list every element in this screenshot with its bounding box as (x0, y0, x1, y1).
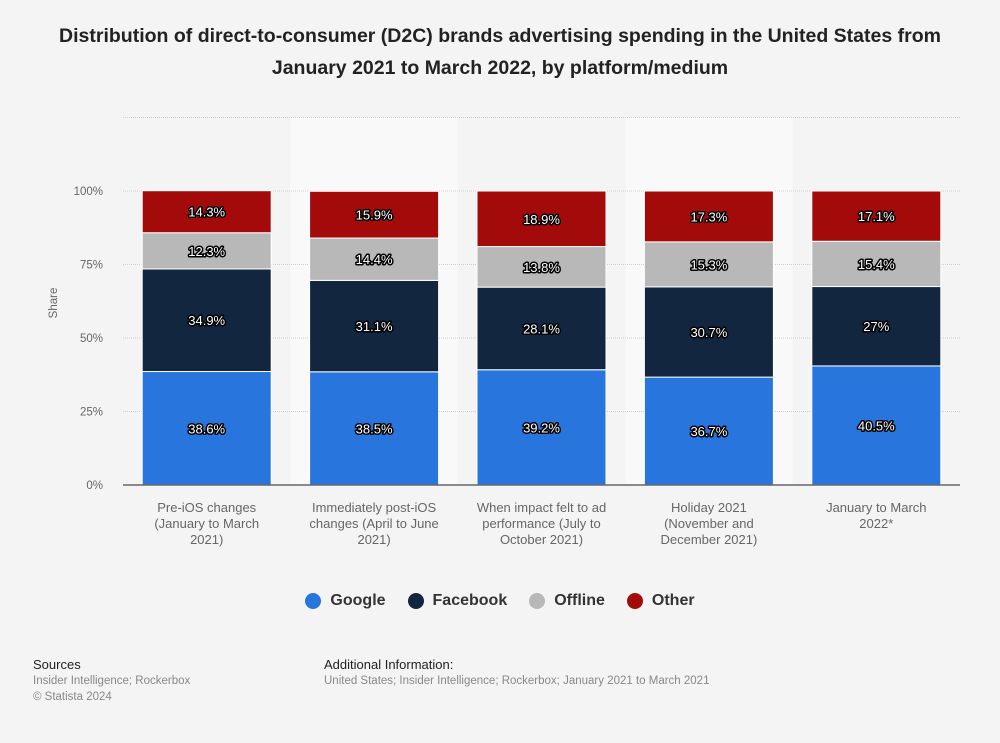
x-tick-label: 2022* (859, 516, 893, 531)
bar-segment-offline[interactable] (811, 240, 942, 288)
bar-segment-other[interactable] (309, 190, 440, 239)
data-label: 36.7% (690, 424, 727, 439)
x-tick-label: When impact felt to ad (477, 500, 606, 515)
legend-label: Facebook (432, 592, 508, 609)
legend-label: Other (651, 592, 695, 609)
data-label: 34.9% (188, 313, 225, 328)
bar-segment-offline[interactable] (141, 232, 272, 270)
data-label: 15.3% (690, 257, 727, 272)
bar-segment-google[interactable] (643, 376, 774, 486)
bar-segment-other[interactable] (141, 190, 272, 234)
data-label: 30.7% (690, 325, 727, 340)
sources-block: Sources Insider Intelligence; Rockerbox … (33, 657, 190, 705)
x-tick-label: 2021) (357, 532, 390, 547)
additional-info-text: United States; Insider Intelligence; Roc… (324, 675, 710, 687)
x-tick-label: (November and (664, 516, 754, 531)
data-label: 14.4% (356, 252, 393, 267)
legend-dot-google-icon (305, 593, 322, 609)
copyright-text: © Statista 2024 (33, 691, 112, 703)
data-label: 17.3% (690, 209, 727, 224)
x-tick-label: January to March (826, 500, 926, 515)
data-label: 18.9% (523, 212, 560, 227)
x-tick-label: changes (April to June (309, 516, 438, 531)
bar-segment-facebook[interactable] (141, 268, 272, 373)
bar-segment-google[interactable] (811, 365, 942, 486)
legend-item-facebook[interactable]: Facebook (407, 592, 508, 610)
data-label: 28.1% (523, 321, 560, 336)
x-tick-label: (January to March (154, 516, 259, 531)
y-tick-label: 50% (80, 333, 103, 345)
legend-dot-facebook-icon (407, 593, 424, 609)
y-tick-label: 100% (74, 186, 103, 198)
bar-segment-google[interactable] (309, 371, 440, 486)
x-tick-label: performance (July to (482, 516, 601, 531)
bar-segment-offline[interactable] (476, 246, 607, 288)
data-label: 12.3% (188, 244, 225, 259)
legend-dot-other-icon (626, 593, 643, 609)
additional-info-heading[interactable]: Additional Information: (324, 657, 454, 672)
legend-label: Google (330, 592, 386, 609)
x-tick-label: Holiday 2021 (671, 500, 747, 515)
y-tick-label: 0% (86, 480, 103, 492)
additional-info-block: Additional Information: United States; I… (324, 657, 709, 689)
data-label: 38.6% (188, 421, 225, 436)
y-axis-title: Share (48, 288, 60, 319)
data-label: 38.5% (356, 421, 393, 436)
legend-dot-offline-icon (529, 593, 546, 609)
legend-item-google[interactable]: Google (305, 592, 386, 610)
bar-segment-google[interactable] (141, 371, 272, 486)
bar-segment-offline[interactable] (643, 241, 774, 288)
x-tick-label: December 2021) (660, 532, 757, 547)
sources-text[interactable]: Insider Intelligence; Rockerbox (33, 675, 191, 687)
legend-item-offline[interactable]: Offline (529, 592, 605, 610)
data-label: 17.1% (858, 209, 895, 224)
sources-heading: Sources (33, 657, 81, 672)
data-label: 15.4% (858, 257, 895, 272)
legend-label: Offline (554, 592, 605, 609)
x-tick-label: 2021) (190, 532, 223, 547)
data-label: 14.3% (188, 205, 225, 220)
data-label: 27% (863, 319, 889, 334)
x-tick-label: Pre-iOS changes (157, 500, 256, 515)
bar-segment-other[interactable] (643, 190, 774, 243)
data-label: 39.2% (523, 420, 560, 435)
x-tick-label: Immediately post-iOS (312, 500, 437, 515)
bar-segment-facebook[interactable] (476, 286, 607, 371)
data-label: 40.5% (858, 418, 895, 433)
data-label: 13.8% (523, 260, 560, 275)
chart-legend: Google Facebook Offline Other (0, 592, 1000, 610)
data-label: 15.9% (356, 208, 393, 223)
data-label: 31.1% (356, 319, 393, 334)
bar-segment-facebook[interactable] (811, 286, 942, 367)
bar-segment-other[interactable] (811, 190, 942, 242)
y-tick-label: 25% (80, 407, 103, 419)
y-tick-label: 75% (80, 260, 103, 272)
chart-title: Distribution of direct-to-consumer (D2C)… (59, 25, 941, 79)
x-tick-label: October 2021) (500, 532, 583, 547)
bar-segment-google[interactable] (476, 369, 607, 486)
stacked-bar-chart: 0% 25% 50% 75% 100% Share 38.6% 34.9% 12.3% 14.3%… (48, 117, 960, 547)
legend-item-other[interactable]: Other (626, 592, 695, 610)
bar-segment-other[interactable] (476, 190, 607, 248)
